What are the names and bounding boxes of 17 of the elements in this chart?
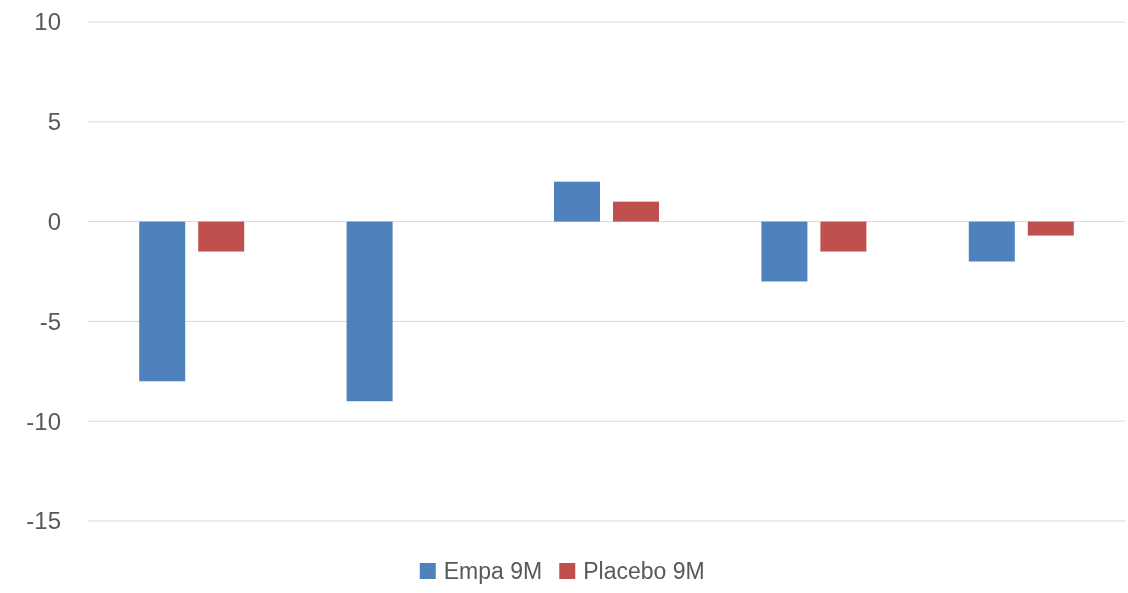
bar	[346, 221, 393, 402]
bar	[968, 221, 1015, 262]
legend-label: Placebo 9M	[583, 558, 705, 584]
bar	[820, 221, 867, 252]
y-tick-label: -10	[26, 407, 61, 435]
bar	[761, 221, 808, 282]
bar	[198, 221, 245, 252]
bar	[613, 201, 659, 222]
y-tick-label: 5	[47, 108, 61, 136]
y-tick-label: -15	[26, 507, 61, 535]
bar	[554, 181, 600, 222]
bar	[139, 221, 186, 382]
y-tick-label: 0	[47, 208, 61, 235]
y-tick-label: -5	[39, 307, 61, 335]
bar	[1027, 221, 1074, 236]
y-tick-label: 10	[34, 8, 61, 36]
legend-label: Empa 9M	[443, 558, 543, 584]
